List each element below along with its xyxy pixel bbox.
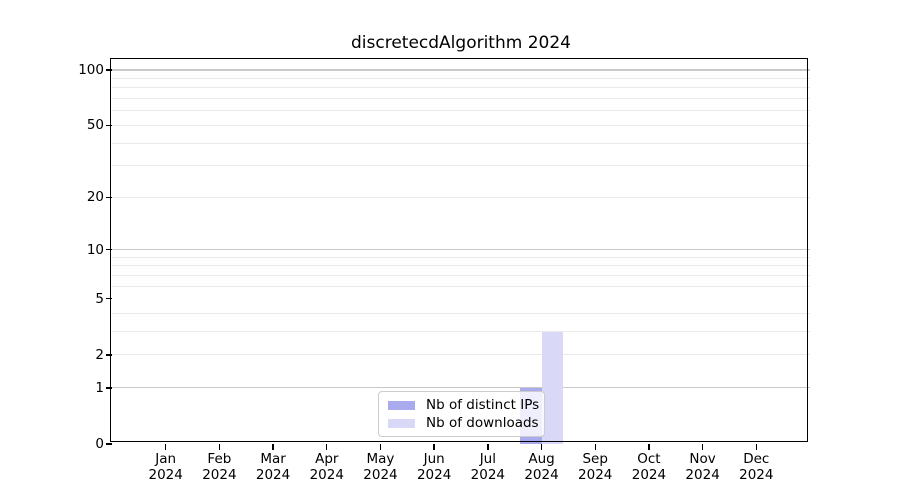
legend-swatch-distinct-ips xyxy=(388,400,415,410)
y-tick-mark xyxy=(106,69,112,71)
gridline-minor xyxy=(112,196,810,198)
x-tick-mark xyxy=(433,444,435,450)
x-tick-label: Aug 2024 xyxy=(510,451,574,483)
x-tick-mark xyxy=(326,444,328,450)
x-tick-mark xyxy=(164,444,167,450)
gridline-minor xyxy=(112,77,810,79)
legend-item-downloads: Nb of downloads xyxy=(388,414,539,432)
x-tick-label-year: 2024 xyxy=(631,467,667,483)
x-tick-label-month: Apr xyxy=(315,451,339,467)
gridline-major xyxy=(112,249,810,251)
gridline-minor xyxy=(112,87,810,89)
gridline-minor xyxy=(112,313,810,315)
y-tick-label: 20 xyxy=(86,189,104,206)
gridline-minor xyxy=(112,98,810,100)
x-tick-label: Nov 2024 xyxy=(671,451,735,483)
gridline-major xyxy=(112,69,810,71)
x-tick-label-year: 2024 xyxy=(470,467,506,483)
y-tick-mark xyxy=(106,443,112,445)
x-tick-label-year: 2024 xyxy=(578,467,613,483)
y-tick-mark xyxy=(106,387,112,389)
x-tick-label-month: Dec xyxy=(743,451,770,467)
legend: Nb of distinct IPs Nb of downloads xyxy=(378,391,545,437)
x-tick-label-month: Oct xyxy=(637,451,661,467)
chart-title: discretecdAlgorithm 2024 xyxy=(351,33,571,53)
y-tick-mark xyxy=(106,354,112,356)
legend-label-downloads: Nb of downloads xyxy=(426,415,539,431)
gridline-minor xyxy=(112,165,810,167)
x-tick-label: Jun 2024 xyxy=(402,451,466,483)
y-tick-mark xyxy=(106,124,112,127)
x-tick-label-month: Feb xyxy=(207,451,232,467)
x-tick-mark xyxy=(594,444,596,450)
y-tick-label: 0 xyxy=(95,436,104,452)
legend-item-distinct-ips: Nb of distinct IPs xyxy=(388,396,540,414)
x-tick-mark xyxy=(648,444,650,450)
x-tick-label: May 2024 xyxy=(348,451,412,483)
x-tick-label-year: 2024 xyxy=(363,467,398,483)
x-tick-label: Jan 2024 xyxy=(134,451,198,483)
x-tick-mark xyxy=(487,444,489,450)
y-tick-mark xyxy=(106,298,112,300)
y-tick-mark xyxy=(106,196,112,198)
y-tick-label: 100 xyxy=(78,62,104,79)
x-tick-label-month: May xyxy=(366,451,395,467)
x-tick-mark xyxy=(755,444,757,450)
y-tick-label: 50 xyxy=(86,117,104,134)
legend-swatch-downloads xyxy=(388,418,415,428)
gridline-minor xyxy=(112,110,810,112)
x-tick-label-month: Aug xyxy=(528,451,555,467)
x-tick-mark xyxy=(272,444,274,450)
x-tick-label: Mar 2024 xyxy=(241,451,305,483)
x-tick-label-year: 2024 xyxy=(309,467,344,483)
legend-label-distinct-ips: Nb of distinct IPs xyxy=(426,397,540,413)
x-tick-label: Dec 2024 xyxy=(724,451,788,483)
x-tick-label-year: 2024 xyxy=(685,467,720,483)
x-tick-label: Sep 2024 xyxy=(563,451,627,483)
x-tick-mark xyxy=(701,444,704,450)
x-tick-label-year: 2024 xyxy=(739,467,774,483)
x-tick-label: Jul 2024 xyxy=(456,451,520,483)
y-tick-label: 5 xyxy=(95,290,104,307)
x-tick-label-month: Sep xyxy=(582,451,608,467)
x-tick-label-year: 2024 xyxy=(202,467,237,483)
gridline-minor xyxy=(112,256,810,258)
gridline-major xyxy=(112,387,810,389)
x-tick-label: Apr 2024 xyxy=(295,451,359,483)
y-tick-mark xyxy=(106,248,112,251)
x-tick-label-month: Nov xyxy=(689,451,716,467)
x-tick-label-month: Jan xyxy=(155,451,177,467)
x-tick-label-month: Mar xyxy=(260,451,286,467)
x-tick-mark xyxy=(540,444,543,450)
y-tick-label: 10 xyxy=(86,241,104,258)
gridline-minor xyxy=(112,274,810,276)
x-tick-mark xyxy=(218,444,221,450)
x-tick-label-year: 2024 xyxy=(416,467,452,483)
gridline-minor xyxy=(112,331,810,333)
gridline-minor xyxy=(112,265,810,267)
x-tick-label-month: Jun xyxy=(423,451,445,467)
gridline-minor xyxy=(112,124,810,126)
y-tick-label: 2 xyxy=(95,346,104,363)
x-tick-label-year: 2024 xyxy=(148,467,183,483)
gridline-minor xyxy=(112,354,810,356)
bar-downloads-aug xyxy=(541,331,564,444)
y-tick-label: 1 xyxy=(95,379,104,396)
x-tick-label: Feb 2024 xyxy=(187,451,251,483)
x-tick-label-month: Jul xyxy=(479,451,496,467)
x-tick-label-year: 2024 xyxy=(524,467,559,483)
gridline-minor xyxy=(112,142,810,144)
x-tick-mark xyxy=(379,444,382,450)
x-tick-label-year: 2024 xyxy=(255,467,291,483)
x-tick-label: Oct 2024 xyxy=(617,451,681,483)
gridline-minor xyxy=(112,285,810,287)
